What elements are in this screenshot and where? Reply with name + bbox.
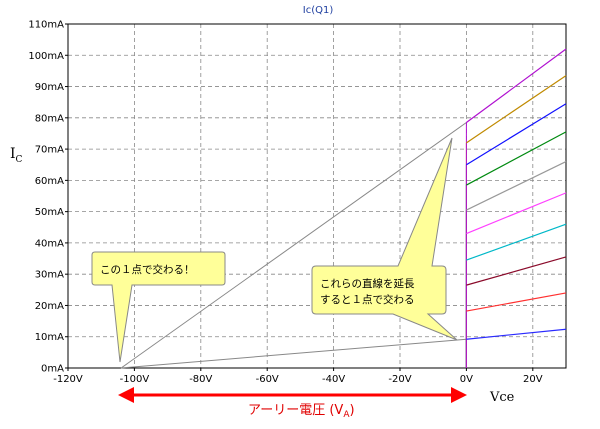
callout-left-bubble: [91, 251, 226, 363]
early-voltage-arrow: アーリー電圧 (VA): [118, 387, 467, 420]
x-tick-label: 20V: [523, 374, 543, 385]
x-tick-label: -60V: [256, 374, 279, 385]
y-tick-label: 110mA: [28, 20, 64, 31]
y-tick-label: 20mA: [35, 301, 64, 312]
early-voltage-label: アーリー電圧 (VA): [248, 403, 355, 420]
series-line: [466, 131, 567, 186]
plot-frame: [67, 23, 567, 369]
y-axis-label: IC: [10, 146, 23, 165]
extrapolation-line: [120, 122, 467, 369]
y-tick-label: 50mA: [35, 207, 64, 218]
y-tick-label: 70mA: [35, 145, 64, 156]
series-line: [466, 48, 567, 123]
callout-intersection: この１点で交わる！: [91, 251, 226, 363]
y-tick-label: 40mA: [35, 238, 64, 249]
callout-right-text-line1: これらの直線を延長: [320, 277, 415, 290]
series-line: [466, 328, 567, 340]
y-tick-label: 0mA: [41, 364, 64, 375]
series-line: [466, 256, 567, 286]
y-tick-label: 30mA: [35, 270, 64, 281]
series-line: [466, 292, 567, 312]
x-tick-label: -100V: [120, 374, 150, 385]
y-tick-labels: 0mA 10mA 20mA 30mA 40mA 50mA 60mA 70mA 80mA 90mA 1…: [28, 20, 68, 375]
arrow-head-right: [451, 387, 467, 403]
y-tick-label: 90mA: [35, 82, 64, 93]
y-tick-label: 100mA: [28, 51, 64, 62]
x-tick-label: -120V: [53, 374, 83, 385]
x-tick-labels: -120V -100V -80V -60V -40V -20V 0V 20V: [53, 368, 543, 385]
x-tick-label: -80V: [189, 374, 212, 385]
y-tick-label: 60mA: [35, 176, 64, 187]
y-tick-label: 80mA: [35, 113, 64, 124]
callout-right-bubble: [311, 137, 458, 341]
arrow-head-left: [118, 387, 134, 403]
y-tick-label: 10mA: [35, 332, 64, 343]
x-axis-label: Vce: [489, 390, 515, 405]
callout-left-text: この１点で交わる！: [100, 263, 195, 276]
series-line: [466, 161, 567, 211]
series-line: [466, 223, 567, 261]
chart-title: Ic(Q1): [303, 5, 334, 16]
series-line: [466, 103, 567, 166]
x-tick-label: -40V: [322, 374, 345, 385]
callout-right-text-line2: すると１点で交わる: [320, 293, 415, 306]
x-tick-label: -20V: [388, 374, 411, 385]
callout-extrapolate: これらの直線を延長 すると１点で交わる: [311, 137, 458, 341]
extrapolation-lines: [120, 122, 467, 369]
series-line: [466, 75, 567, 144]
series: [465, 48, 567, 368]
extrapolation-line: [121, 338, 467, 369]
series-line: [466, 192, 567, 235]
x-tick-label: 0V: [460, 374, 473, 385]
